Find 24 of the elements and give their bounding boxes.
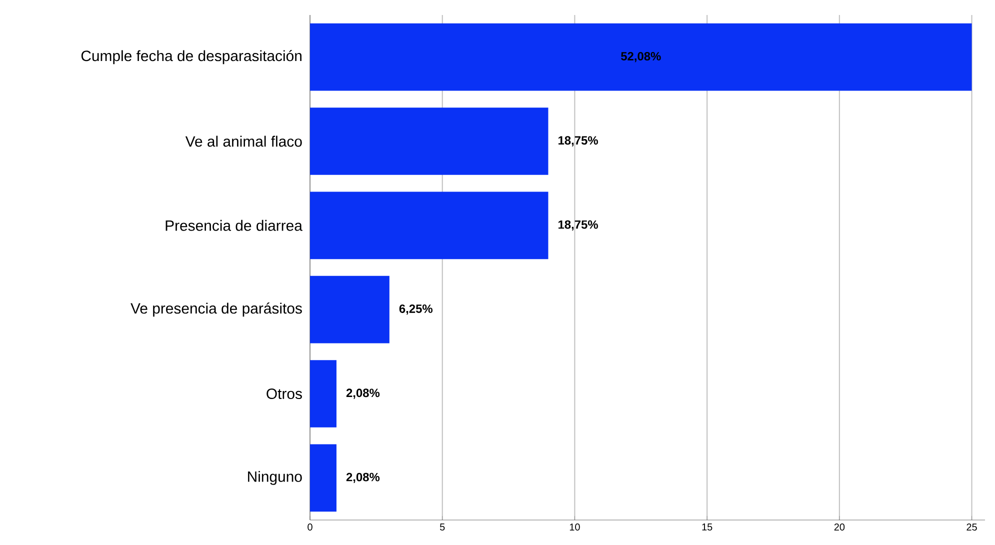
annotation: 2,08% <box>346 472 380 484</box>
bar <box>310 444 336 512</box>
y-tick-label: Presencia de diarrea <box>166 220 302 231</box>
x-tick-label: 10 <box>570 524 580 531</box>
bar <box>310 360 336 428</box>
bar <box>310 108 548 175</box>
bar <box>310 23 972 91</box>
x-tick-label: 20 <box>834 524 845 531</box>
x-tick-label: 25 <box>966 524 977 531</box>
annotation: 2,08% <box>346 388 380 399</box>
annotation: 6,25% <box>399 304 433 315</box>
x-tick-label: 0 <box>308 524 312 531</box>
annotation: 52,08% <box>620 52 661 62</box>
annotation: 18,75% <box>558 220 598 231</box>
bar <box>310 276 390 344</box>
y-tick-label: Otros <box>266 388 302 400</box>
annotation: 18,75% <box>558 136 598 146</box>
bar <box>310 192 548 260</box>
y-tick-label: Cumple fecha de desparasitación <box>81 50 302 64</box>
x-tick-label: 15 <box>702 524 712 530</box>
y-tick-label: Ve al animal flaco <box>185 136 302 147</box>
y-tick-label: Ve presencia de parásitos <box>130 302 302 317</box>
y-tick-label: Ninguno <box>248 470 302 485</box>
x-tick-label: 5 <box>440 524 445 530</box>
